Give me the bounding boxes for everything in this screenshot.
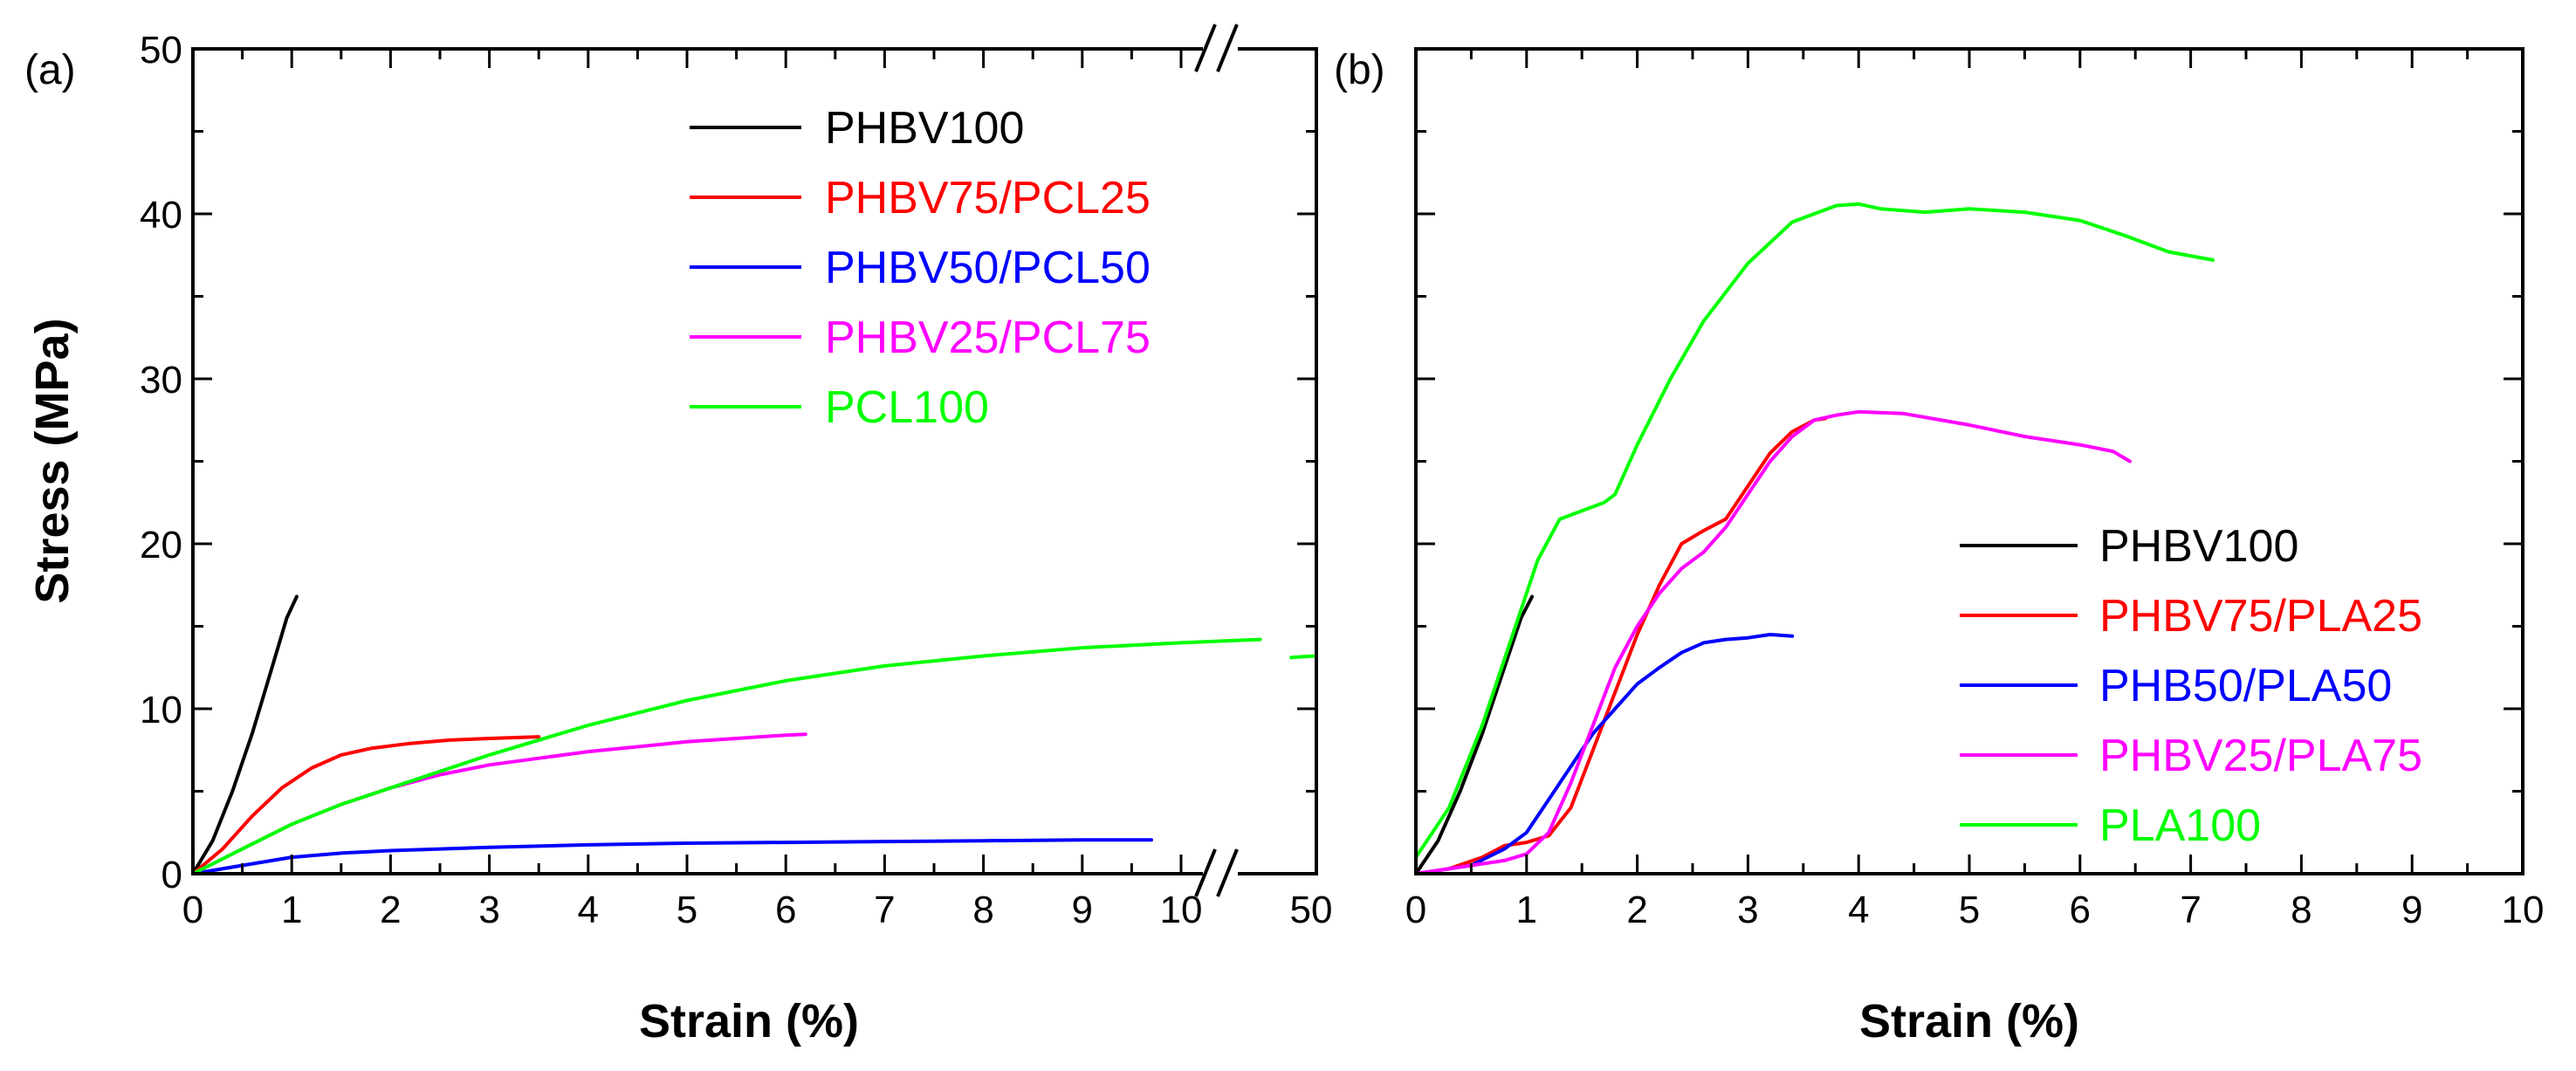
panel-b-x-tick-label: 10 xyxy=(2502,889,2545,931)
panel-a-legend-label-phbv50-pcl50: PHBV50/PCL50 xyxy=(825,243,1151,293)
panel-a-legend-label-phbv100: PHBV100 xyxy=(825,103,1024,154)
panel-a-x-tick-label: 4 xyxy=(578,889,599,931)
panel-b-legend-label-phbv25-pla75: PHBV25/PLA75 xyxy=(2099,731,2422,781)
panel-a-y-tick-label: 30 xyxy=(140,359,182,402)
panel-a-y-tick-label: 50 xyxy=(140,29,182,72)
panel-a-series-phbv75-pcl25 xyxy=(191,735,541,875)
panel-a-axis-break-top xyxy=(1194,24,1239,72)
panel-b-series-phbv25-pla75 xyxy=(1414,409,2132,875)
panel-a-x-tick-label: 8 xyxy=(972,889,993,931)
panel-b-x-axis-title: Strain (%) xyxy=(1859,995,2079,1047)
panel-a-y-tick-label: 40 xyxy=(140,194,182,237)
panel-a-x-tick-label: 1 xyxy=(281,889,302,931)
panel-a-x-axis-title: Strain (%) xyxy=(639,995,859,1047)
panel-b-legend: PHBV100 PHBV75/PLA25 PHB50/PLA50 PHBV25/PLA… xyxy=(1960,521,2422,851)
panel-a-legend-label-pcl100: PCL100 xyxy=(825,382,989,433)
panel-a-series-pcl100 xyxy=(191,637,1262,875)
panel-a-axis-break-bottom xyxy=(1194,848,1239,897)
panel-a-x-tick-label: 6 xyxy=(775,889,796,931)
panel-b-x-tick-label: 5 xyxy=(1959,889,1980,931)
panel-b-legend-label-phbv100: PHBV100 xyxy=(2099,521,2298,572)
panel-b-x-tick-label: 8 xyxy=(2291,889,2312,931)
panel-b-series-phbv75-pla25 xyxy=(1414,416,1828,875)
panel-a-label: (a) xyxy=(24,47,76,93)
panel-b-series xyxy=(1414,202,2215,875)
panel-a-legend-label-phbv25-pcl75: PHBV25/PCL75 xyxy=(825,312,1151,363)
panel-b-x-tick-label: 9 xyxy=(2401,889,2422,931)
panel-b-x-tick-label: 7 xyxy=(2180,889,2201,931)
panel-b-series-pla100 xyxy=(1414,202,2215,860)
panel-a-y-tick-label: 20 xyxy=(140,524,182,566)
panel-a-x-tick-label: 2 xyxy=(380,889,401,931)
panel-b-x-tick-label: 3 xyxy=(1737,889,1758,931)
panel-a-x-tick-label: 0 xyxy=(182,889,203,931)
panel-b-ticks: 0 1 2 3 4 5 6 7 8 9 10 xyxy=(1405,47,2545,931)
panel-a-x-tick-label: 3 xyxy=(478,889,499,931)
panel-b-label: (b) xyxy=(1334,47,1385,93)
panel-a-y-tick-label: 10 xyxy=(140,689,182,731)
panel-a-x-tick-label: 9 xyxy=(1072,889,1093,931)
panel-b-legend-label-pla100: PLA100 xyxy=(2099,800,2261,851)
panel-b-series-phbv100 xyxy=(1414,594,1535,875)
panel-b-x-tick-label: 4 xyxy=(1848,889,1869,931)
panel-b-legend-label-phbv75-pla25: PHBV75/PLA25 xyxy=(2099,591,2422,642)
panel-b-legend-label-phb50-pla50: PHB50/PLA50 xyxy=(2099,661,2392,711)
panel-a-series-pcl100-after-break xyxy=(1289,654,1315,660)
panel-a-y-tick-label: 0 xyxy=(161,854,182,896)
panel-b-series-phb50-pla50 xyxy=(1414,633,1795,875)
panel-b-x-tick-label: 0 xyxy=(1405,889,1426,931)
panel-a-legend: PHBV100 PHBV75/PCL25 PHBV50/PCL50 PHBV25/PC… xyxy=(690,103,1151,433)
panel-b: 0 1 2 3 4 5 6 7 8 9 10 (b) Strain (%) PHBV100 PHBV7… xyxy=(1334,47,2544,1047)
panel-a-legend-label-phbv75-pcl25: PHBV75/PCL25 xyxy=(825,173,1151,223)
panel-a-x-tick-label-after-break: 50 xyxy=(1290,889,1333,931)
panel-b-x-tick-label: 6 xyxy=(2070,889,2091,931)
panel-a-x-tick-label: 7 xyxy=(874,889,895,931)
panel-a-y-axis-title: Stress (MPa) xyxy=(26,318,79,603)
panel-a-x-tick-label: 5 xyxy=(677,889,697,931)
panel-b-x-tick-label: 1 xyxy=(1516,889,1537,931)
panel-b-x-tick-label: 2 xyxy=(1626,889,1647,931)
panel-a-series-phbv100 xyxy=(191,594,299,875)
